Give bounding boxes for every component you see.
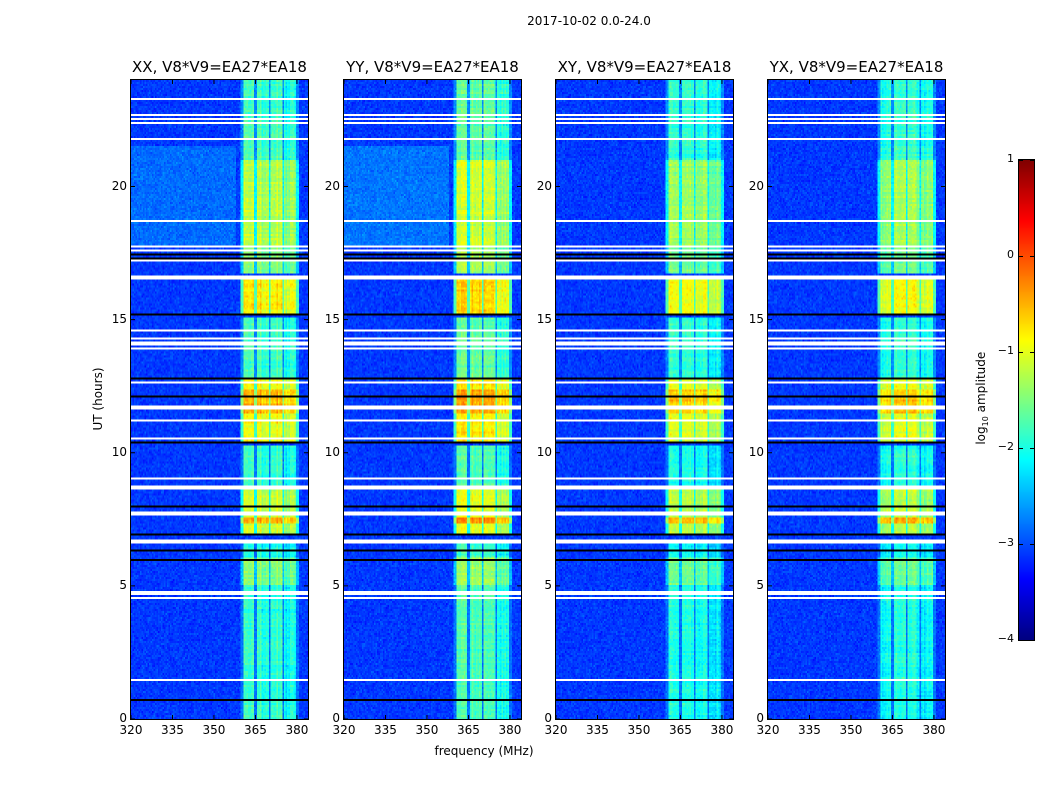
panel-ticks bbox=[343, 80, 521, 720]
panel-title: YY, V8*V9=EA27*EA18 bbox=[346, 58, 519, 76]
y-axis-label: UT (hours) bbox=[91, 367, 105, 431]
colorbar-label-log: log bbox=[973, 426, 988, 445]
colorbar-tick-label: 0 bbox=[1007, 248, 1014, 261]
waterfall-1 bbox=[344, 80, 521, 719]
x-tick-label: 320 bbox=[119, 723, 143, 737]
colorbar-tick bbox=[1030, 544, 1034, 545]
y-tick-label: 15 bbox=[536, 311, 552, 326]
x-tick-label: 350 bbox=[415, 723, 439, 737]
y-tick-label: 5 bbox=[119, 577, 127, 592]
x-tick-label: 320 bbox=[756, 723, 780, 737]
x-tick-label: 350 bbox=[627, 723, 651, 737]
colorbar-tick bbox=[1030, 160, 1034, 161]
y-tick-label: 15 bbox=[111, 311, 127, 326]
x-tick-label: 365 bbox=[881, 723, 904, 737]
panel-title: XY, V8*V9=EA27*EA18 bbox=[557, 58, 732, 76]
y-tick-label: 5 bbox=[332, 577, 340, 592]
y-tick-label: 0 bbox=[544, 711, 552, 725]
y-tick-label: 0 bbox=[756, 711, 764, 725]
y-tick-label: 20 bbox=[324, 178, 340, 193]
panel-ticks bbox=[767, 80, 945, 720]
figure-suptitle: 2017-10-02 0.0-24.0 bbox=[527, 14, 651, 28]
colorbar-tick bbox=[1030, 448, 1034, 449]
colorbar-tick bbox=[1019, 256, 1023, 257]
x-tick-label: 380 bbox=[922, 723, 946, 737]
colorbar-tick-label: −3 bbox=[997, 536, 1014, 549]
x-tick-label: 335 bbox=[161, 723, 184, 737]
x-tick-label: 320 bbox=[332, 723, 356, 737]
colorbar-tick bbox=[1019, 640, 1023, 641]
x-tick-label: 335 bbox=[586, 723, 609, 737]
x-tick-label: 365 bbox=[457, 723, 480, 737]
x-tick-label: 380 bbox=[498, 723, 522, 737]
x-tick-label: 350 bbox=[202, 723, 226, 737]
colorbar-tick bbox=[1019, 352, 1023, 353]
x-tick-label: 365 bbox=[244, 723, 267, 737]
colorbar-tick bbox=[1030, 256, 1034, 257]
colorbar-tick-label: −2 bbox=[997, 440, 1014, 453]
y-tick-label: 20 bbox=[111, 178, 127, 193]
y-tick-label: 0 bbox=[332, 711, 340, 725]
panel-title: YX, V8*V9=EA27*EA18 bbox=[769, 58, 944, 76]
y-tick-label: 20 bbox=[748, 178, 764, 193]
x-tick-label: 335 bbox=[374, 723, 397, 737]
colorbar bbox=[1019, 160, 1034, 640]
panel-ticks bbox=[555, 80, 733, 720]
y-tick-label: 5 bbox=[544, 577, 552, 592]
y-tick-label: 0 bbox=[119, 711, 127, 725]
colorbar-tick-label: −4 bbox=[997, 632, 1014, 645]
colorbar-tick bbox=[1019, 448, 1023, 449]
x-tick-label: 320 bbox=[544, 723, 568, 737]
y-tick-label: 10 bbox=[536, 444, 552, 459]
x-tick-label: 380 bbox=[285, 723, 309, 737]
y-tick-label: 10 bbox=[111, 444, 127, 459]
colorbar-tick bbox=[1030, 352, 1034, 353]
waterfall-2 bbox=[556, 80, 733, 719]
colorbar-tick-label: 1 bbox=[1007, 152, 1014, 165]
x-tick-label: 365 bbox=[669, 723, 692, 737]
panel-ticks bbox=[130, 80, 308, 720]
y-tick-label: 10 bbox=[748, 444, 764, 459]
y-tick-label: 15 bbox=[748, 311, 764, 326]
colorbar-label: log10 amplitude bbox=[974, 338, 990, 458]
x-tick-label: 335 bbox=[798, 723, 821, 737]
y-tick-label: 5 bbox=[756, 577, 764, 592]
y-tick-label: 15 bbox=[324, 311, 340, 326]
colorbar-label-amplitude: amplitude bbox=[973, 351, 988, 417]
x-tick-label: 380 bbox=[710, 723, 734, 737]
colorbar-label-sub: 10 bbox=[981, 416, 991, 427]
y-tick-label: 10 bbox=[324, 444, 340, 459]
waterfall-0 bbox=[131, 80, 308, 719]
colorbar-tick bbox=[1030, 640, 1034, 641]
colorbar-tick-label: −1 bbox=[997, 344, 1014, 357]
panel-title: XX, V8*V9=EA27*EA18 bbox=[132, 58, 307, 76]
x-tick-label: 350 bbox=[839, 723, 863, 737]
colorbar-tick bbox=[1019, 544, 1023, 545]
waterfall-3 bbox=[768, 80, 945, 719]
y-tick-label: 20 bbox=[536, 178, 552, 193]
x-axis-label: frequency (MHz) bbox=[434, 744, 534, 758]
colorbar-tick bbox=[1019, 160, 1023, 161]
